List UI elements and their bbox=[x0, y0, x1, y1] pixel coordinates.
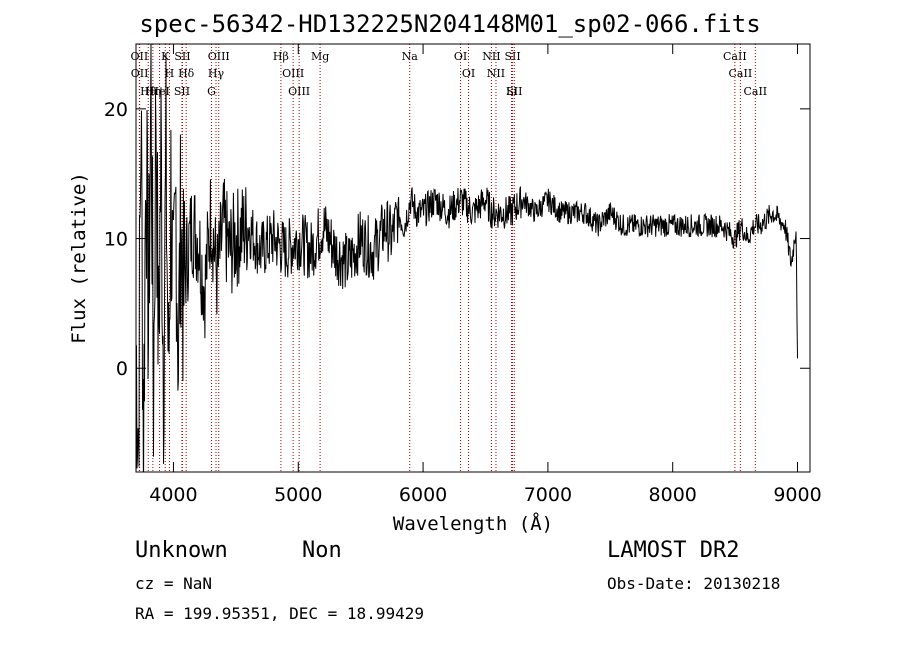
chart-title: spec-56342-HD132225N204148M01_sp02-066.f… bbox=[139, 10, 761, 38]
x-tick-label: 4000 bbox=[149, 484, 197, 506]
line-marker-label: CaII bbox=[729, 67, 753, 80]
x-tick-label: 6000 bbox=[399, 484, 447, 506]
y-tick-label: 0 bbox=[116, 358, 128, 380]
line-marker-label: Na bbox=[402, 50, 419, 63]
line-marker-label: Hβ bbox=[273, 50, 289, 63]
line-marker-label: OIII bbox=[288, 85, 310, 98]
line-marker-label: OIII bbox=[208, 50, 230, 63]
line-marker-label: SII bbox=[504, 50, 520, 63]
axes: 4000 5000 6000 7000 8000 9000 0 10 20 bbox=[104, 44, 822, 506]
x-tick-label: 5000 bbox=[274, 484, 322, 506]
line-marker-label: OI bbox=[462, 67, 475, 80]
line-marker-label: Mg bbox=[311, 50, 329, 63]
line-marker-label: G bbox=[207, 85, 216, 98]
y-tick-label: 10 bbox=[104, 229, 128, 251]
line-marker-label: CaII bbox=[723, 50, 747, 63]
line-marker-label: SII bbox=[174, 85, 190, 98]
x-axis-label: Wavelength (Å) bbox=[393, 512, 553, 535]
cz-label: cz = NaN bbox=[135, 574, 213, 593]
line-marker-label: OI bbox=[454, 50, 467, 63]
spectrum-series bbox=[136, 44, 798, 472]
plot-frame bbox=[135, 43, 811, 473]
x-tick-label: 7000 bbox=[524, 484, 572, 506]
y-axis-label: Flux (relative) bbox=[68, 172, 90, 344]
coords-label: RA = 199.95351, DEC = 18.99429 bbox=[135, 604, 424, 623]
line-marker-label: Hη bbox=[145, 85, 161, 98]
y-tick-label: 20 bbox=[104, 99, 128, 121]
line-marker-label: Li bbox=[506, 85, 517, 98]
line-marker-label: H bbox=[165, 67, 175, 80]
line-marker-label: OIII bbox=[282, 67, 304, 80]
line-marker-label: Hδ bbox=[178, 67, 195, 80]
x-tick-label: 8000 bbox=[649, 484, 697, 506]
line-marker-label: NII bbox=[482, 50, 500, 63]
line-marker-label: CaII bbox=[743, 85, 767, 98]
obs-date-label: Obs-Date: 20130218 bbox=[607, 574, 781, 593]
line-marker-label: HeI bbox=[149, 85, 169, 98]
survey-label: LAMOST DR2 bbox=[607, 538, 740, 563]
line-marker-label: Hγ bbox=[208, 67, 225, 80]
line-marker-label: NII bbox=[487, 67, 505, 80]
line-marker-label: SII bbox=[506, 85, 522, 98]
x-tick-label: 9000 bbox=[773, 484, 821, 506]
line-marker-label: Hθ bbox=[140, 85, 157, 98]
subclass-label: Non bbox=[302, 538, 342, 563]
line-marker-label: OII bbox=[131, 67, 149, 80]
spectrum-line bbox=[136, 44, 798, 472]
class-label: Unknown bbox=[135, 538, 228, 563]
